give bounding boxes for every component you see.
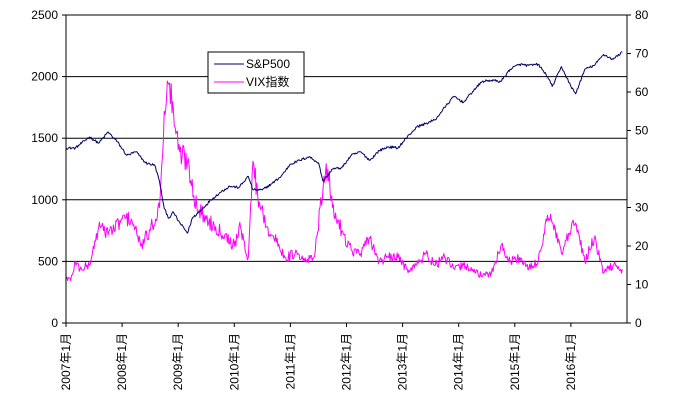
- right-tick-label: 20: [635, 239, 649, 253]
- x-tick-label: 2015年1月: [508, 333, 522, 390]
- legend: S&P500 VIX指数: [207, 51, 305, 94]
- right-tick-label: 60: [635, 85, 649, 99]
- left-tick-label: 1500: [31, 131, 58, 145]
- series-line-vix: [65, 80, 623, 282]
- x-tick-label: 2010年1月: [227, 333, 241, 390]
- legend-label-vix: VIX指数: [246, 74, 289, 89]
- plot-area: [65, 14, 628, 324]
- x-tick-label: 2007年1月: [59, 333, 73, 390]
- right-tick-label: 50: [635, 124, 649, 138]
- right-tick-label: 30: [635, 201, 649, 215]
- left-tick-label: 500: [38, 254, 58, 268]
- gridlines: [66, 76, 627, 262]
- x-tick-label: 2012年1月: [340, 333, 354, 390]
- series-layer: [65, 51, 623, 282]
- right-tick-label: 40: [635, 162, 649, 176]
- right-tick-label: 70: [635, 47, 649, 61]
- series-line-sp500: [65, 51, 623, 234]
- x-tick-label: 2009年1月: [171, 333, 185, 390]
- right-tick-label: 0: [635, 316, 642, 330]
- legend-box: [207, 51, 305, 94]
- left-tick-label: 2500: [31, 8, 58, 22]
- right-tick-label: 10: [635, 278, 649, 292]
- x-tick-label: 2011年1月: [283, 333, 297, 389]
- x-tick-label: 2013年1月: [396, 333, 410, 390]
- left-tick-label: 1000: [31, 193, 58, 207]
- left-tick-label: 2000: [31, 70, 58, 84]
- left-axis: 0 500 1000 1500 2000 2500: [31, 8, 66, 330]
- x-tick-label: 2008年1月: [115, 333, 129, 390]
- x-axis: 2007年1月 2008年1月 2009年1月 2010年1月 2011年1月 2012年…: [59, 323, 578, 390]
- right-tick-label: 80: [635, 8, 649, 22]
- right-axis: 0 10 20 30 40 50 60 70 80: [627, 8, 649, 330]
- left-tick-label: 0: [51, 316, 58, 330]
- x-tick-label: 2014年1月: [452, 333, 466, 390]
- x-tick-label: 2016年1月: [564, 333, 578, 390]
- legend-label-sp500: S&P500: [246, 57, 290, 71]
